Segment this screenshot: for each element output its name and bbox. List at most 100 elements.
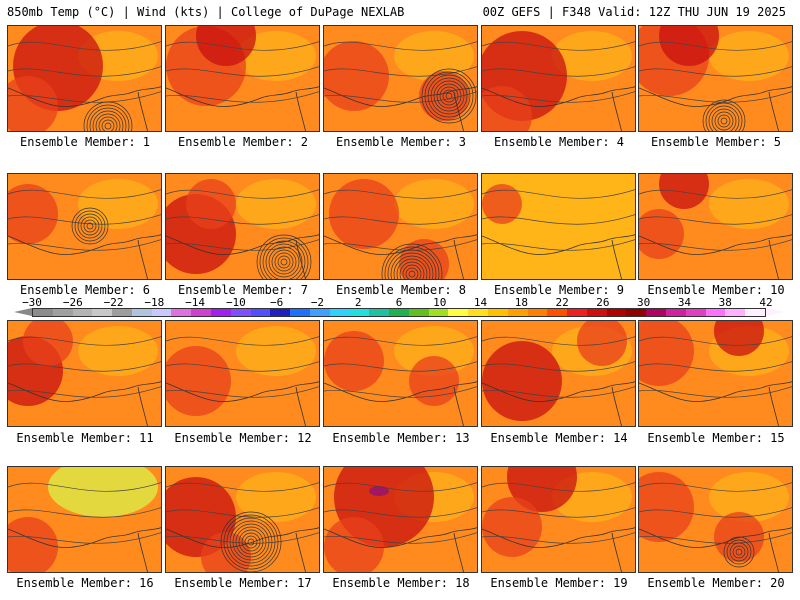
colorbar-tick-label: −30 — [22, 296, 42, 309]
colorbar-tick-label: 34 — [677, 296, 692, 309]
colorbar-segment — [586, 309, 607, 316]
panel-label: Ensemble Member: 16 — [16, 576, 154, 590]
ensemble-panel-17 — [165, 466, 320, 573]
ensemble-panel-8 — [323, 173, 478, 280]
colorbar-segment — [369, 309, 390, 316]
colorbar-segment — [270, 309, 291, 316]
chart-title: 850mb Temp (°C) | Wind (kts) | College o… — [7, 5, 405, 19]
temperature-map — [166, 467, 319, 572]
colorbar-segment — [606, 309, 627, 316]
colorbar-segment — [547, 309, 568, 316]
colorbar-segment — [72, 309, 93, 316]
colorbar-segment — [745, 309, 765, 316]
panel-label: Ensemble Member: 17 — [174, 576, 312, 590]
colorbar-tick-label: −10 — [225, 296, 246, 309]
panel-label: Ensemble Member: 3 — [335, 135, 467, 149]
panel-label: Ensemble Member: 10 — [647, 283, 785, 297]
colorbar-segment — [666, 309, 686, 316]
colorbar-segment — [151, 309, 172, 316]
colorbar-tick-label: −22 — [103, 296, 124, 309]
colorbar-segment — [428, 309, 449, 316]
ensemble-panel-10 — [638, 173, 793, 280]
ensemble-panel-12 — [165, 320, 320, 427]
colorbar-segment — [725, 309, 746, 316]
temperature-map — [482, 467, 635, 572]
panel-label: Ensemble Member: 14 — [490, 431, 628, 445]
temperature-map — [166, 174, 319, 279]
panel-label: Ensemble Member: 9 — [493, 283, 625, 297]
colorbar-tick-label: 2 — [354, 296, 362, 309]
colorbar-tick-label: −26 — [62, 296, 83, 309]
panel-label: Ensemble Member: 7 — [177, 283, 309, 297]
temperature-map — [482, 321, 635, 426]
colorbar-segment — [309, 309, 330, 316]
colorbar-segment — [408, 309, 429, 316]
colorbar — [32, 308, 766, 317]
colorbar-tick-label: 42 — [759, 296, 773, 309]
panel-label: Ensemble Member: 5 — [650, 135, 782, 149]
temperature-map — [639, 174, 792, 279]
panel-label: Ensemble Member: 13 — [332, 431, 470, 445]
colorbar-segment — [389, 309, 409, 316]
colorbar-segment — [250, 309, 271, 316]
colorbar-segment — [230, 309, 251, 316]
ensemble-panel-13 — [323, 320, 478, 427]
panel-label: Ensemble Member: 2 — [177, 135, 309, 149]
temperature-map — [8, 174, 161, 279]
temperature-map — [482, 174, 635, 279]
ensemble-panel-11 — [7, 320, 162, 427]
temperature-map — [639, 321, 792, 426]
temperature-map — [8, 26, 161, 131]
colorbar-tick-label: −18 — [144, 296, 165, 309]
colorbar-max-arrow — [766, 308, 784, 316]
panel-label: Ensemble Member: 19 — [490, 576, 628, 590]
ensemble-panel-1 — [7, 25, 162, 132]
colorbar-segment — [487, 309, 508, 316]
ensemble-panel-18 — [323, 466, 478, 573]
panel-label: Ensemble Member: 18 — [332, 576, 470, 590]
panel-label: Ensemble Member: 11 — [16, 431, 154, 445]
colorbar-tick-label: −6 — [270, 296, 284, 309]
colorbar-tick-labels: −30 −26 −22 −18 −14 −10 −6 −2 2 6 10 14 18 22 26 30 34 38… — [0, 296, 800, 309]
ensemble-panel-19 — [481, 466, 636, 573]
colorbar-segment — [685, 309, 706, 316]
temperature-map — [324, 467, 477, 572]
ensemble-panel-7 — [165, 173, 320, 280]
ensemble-panel-15 — [638, 320, 793, 427]
colorbar-segment — [527, 309, 548, 316]
colorbar-segment — [349, 309, 370, 316]
panel-label: Ensemble Member: 20 — [647, 576, 785, 590]
ensemble-panel-3 — [323, 25, 478, 132]
temperature-map — [324, 174, 477, 279]
panel-label: Ensemble Member: 15 — [647, 431, 785, 445]
ensemble-panel-6 — [7, 173, 162, 280]
colorbar-segment — [33, 309, 53, 316]
colorbar-segment — [626, 309, 647, 316]
colorbar-tick-label: 26 — [596, 296, 610, 309]
temperature-map — [639, 26, 792, 131]
colorbar-segment — [448, 309, 469, 316]
temperature-map — [639, 467, 792, 572]
colorbar-tick-label: −2 — [310, 296, 325, 309]
ensemble-panel-2 — [165, 25, 320, 132]
colorbar-min-arrow — [14, 308, 32, 316]
ensemble-panel-4 — [481, 25, 636, 132]
colorbar-tick-label: 10 — [433, 296, 447, 309]
colorbar-segment — [131, 309, 152, 316]
colorbar-segment — [92, 309, 113, 316]
temperature-map — [324, 321, 477, 426]
colorbar-segment — [211, 309, 231, 316]
colorbar-segment — [52, 309, 73, 316]
temperature-map — [482, 26, 635, 131]
ensemble-panel-14 — [481, 320, 636, 427]
ensemble-panel-16 — [7, 466, 162, 573]
temperature-map — [8, 467, 161, 572]
panel-label: Ensemble Member: 12 — [174, 431, 312, 445]
colorbar-tick-label: 14 — [473, 296, 488, 309]
colorbar-tick-label: −14 — [185, 296, 206, 309]
colorbar-segment — [646, 309, 666, 316]
panel-label: Ensemble Member: 4 — [493, 135, 625, 149]
temperature-map — [166, 26, 319, 131]
colorbar-segment — [468, 309, 488, 316]
colorbar-segment — [290, 309, 310, 316]
